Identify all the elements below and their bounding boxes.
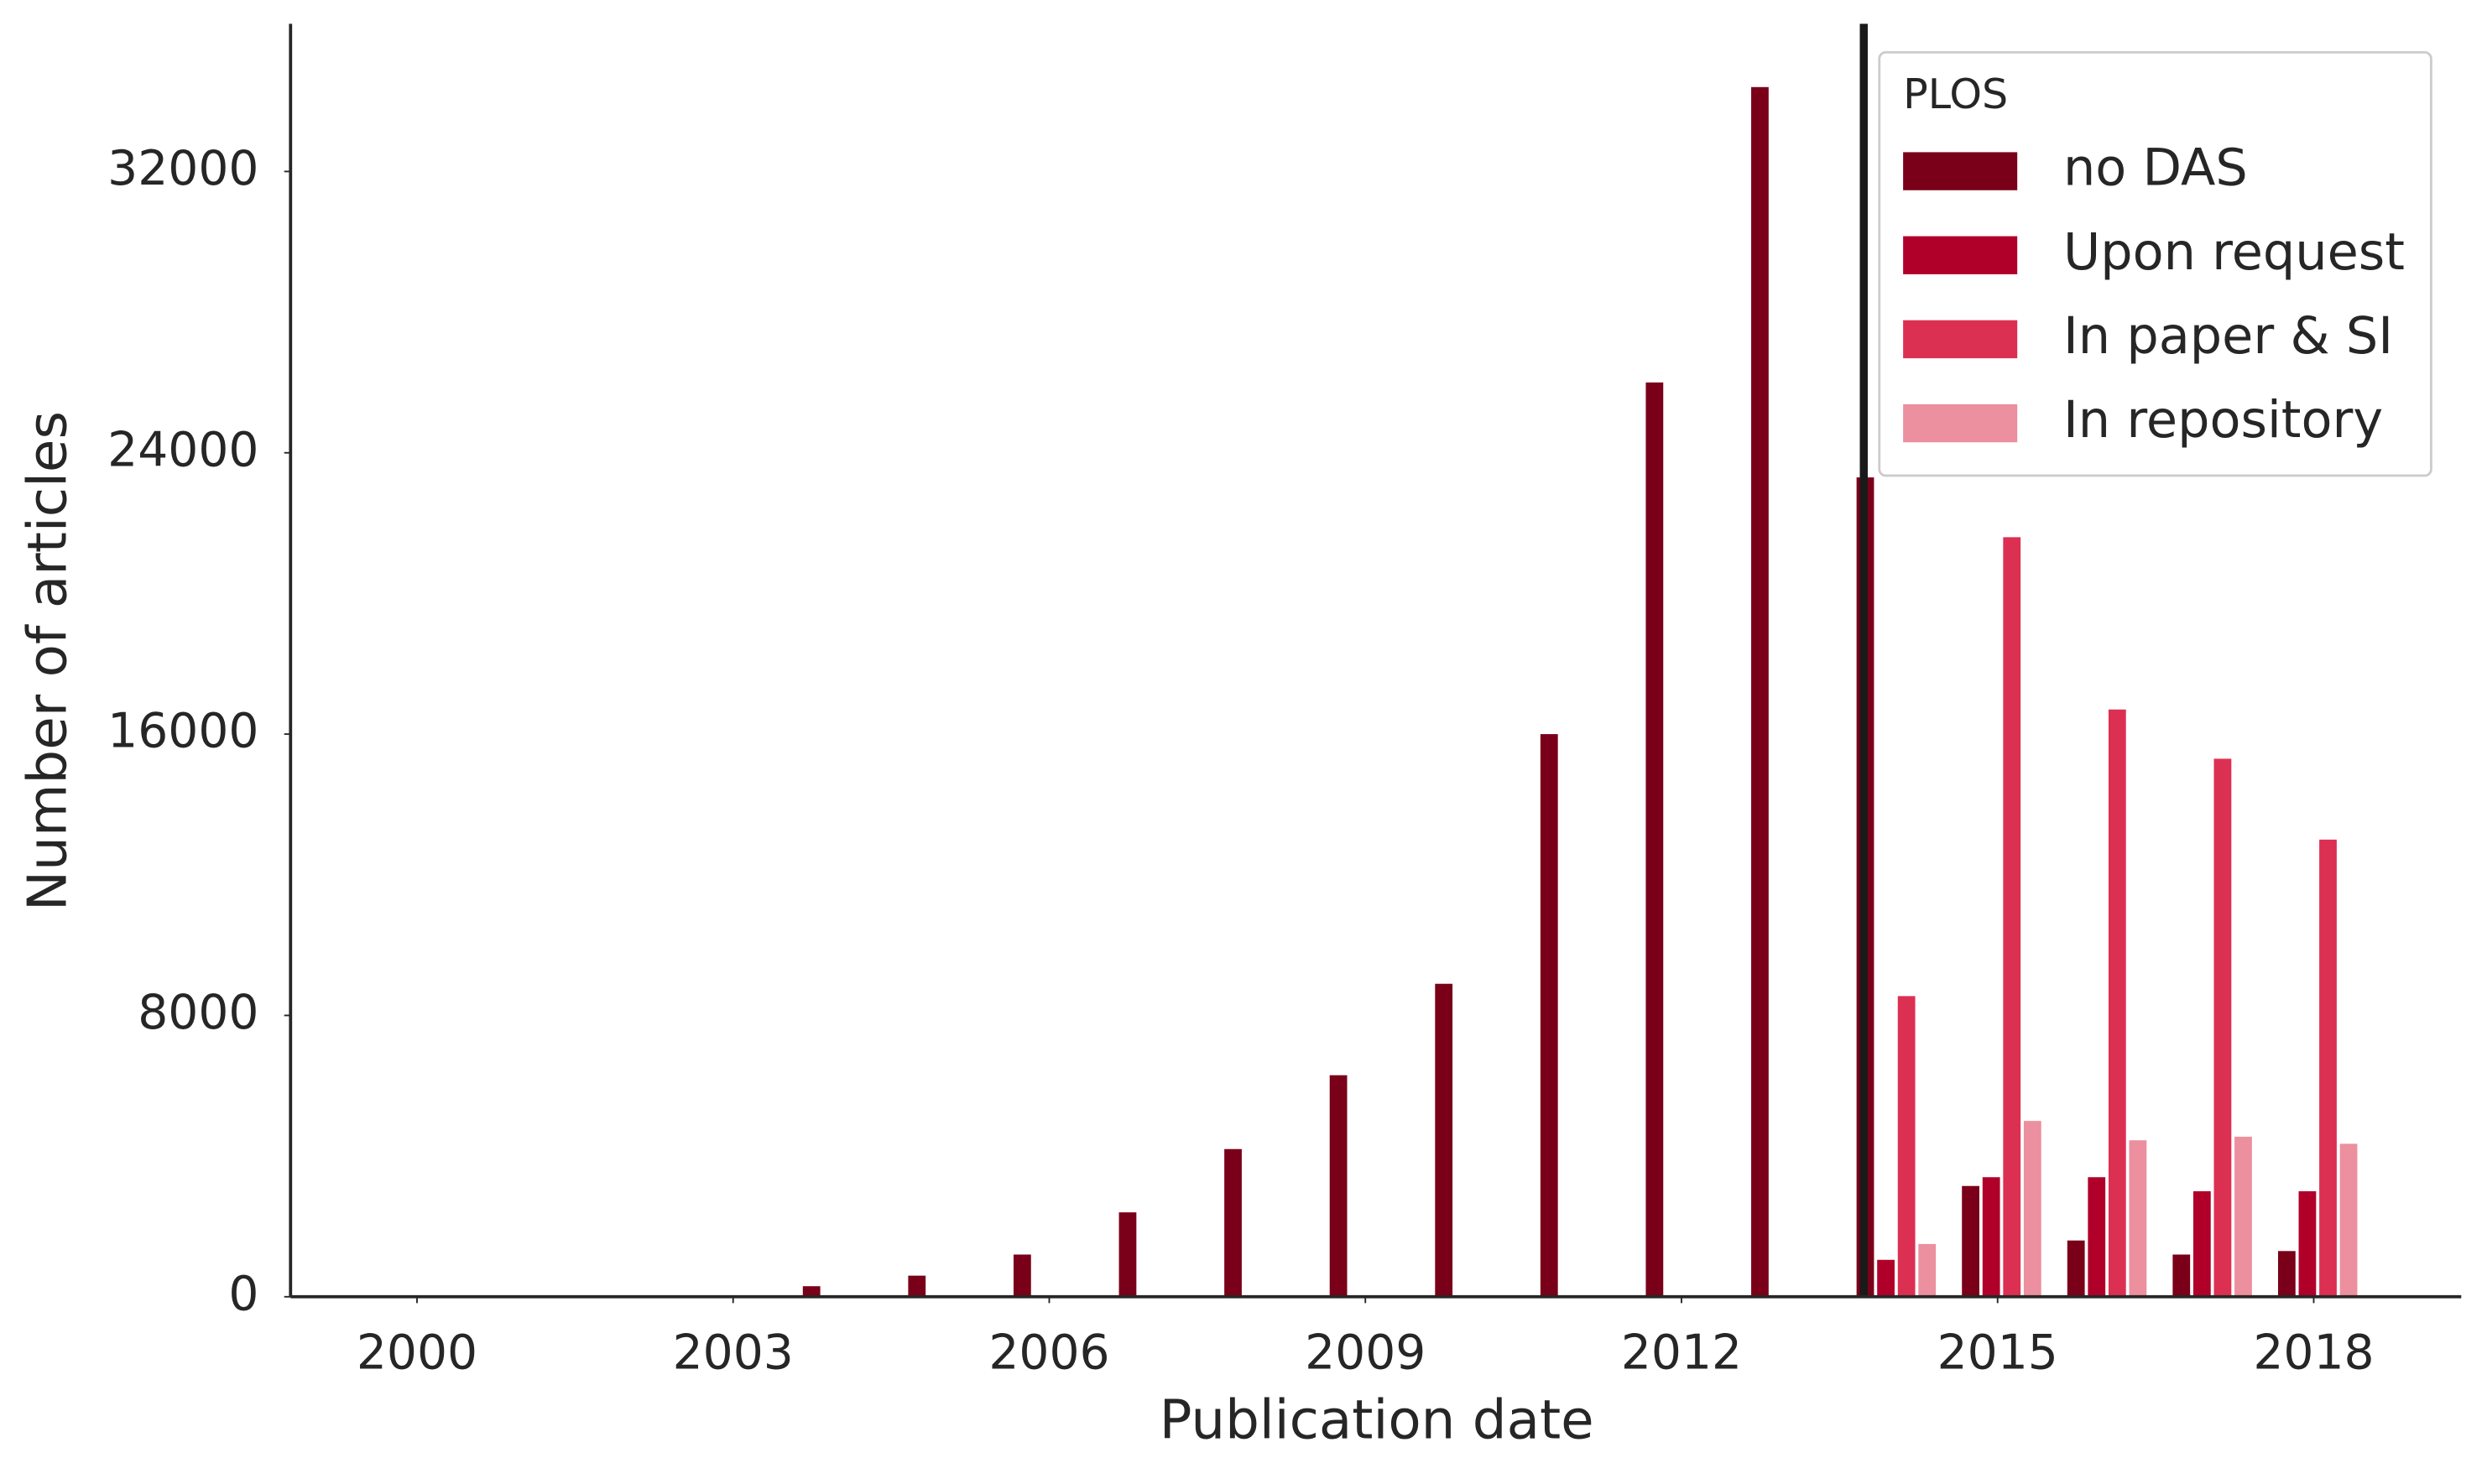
bar bbox=[1751, 86, 1769, 1297]
x-tick-label: 2000 bbox=[357, 1325, 477, 1380]
bar bbox=[2339, 1143, 2358, 1297]
y-tick-label: 16000 bbox=[107, 704, 258, 759]
bar bbox=[802, 1286, 821, 1297]
y-tick-label: 8000 bbox=[138, 985, 258, 1040]
x-tick-label: 2012 bbox=[1621, 1325, 1742, 1380]
bar bbox=[1435, 983, 1453, 1297]
bar bbox=[2172, 1254, 2191, 1297]
legend-label: no DAS bbox=[2063, 139, 2248, 198]
y-tick-label: 32000 bbox=[107, 141, 258, 196]
x-tick-label: 2003 bbox=[673, 1325, 794, 1380]
bar bbox=[2298, 1191, 2317, 1297]
legend-title: PLOS bbox=[1903, 70, 2008, 118]
x-tick-label: 2015 bbox=[1937, 1325, 2058, 1380]
bar bbox=[2088, 1177, 2106, 1297]
bar bbox=[1329, 1075, 1348, 1297]
bar bbox=[1918, 1243, 1937, 1297]
x-tick-label: 2006 bbox=[988, 1325, 1109, 1380]
bar bbox=[1897, 996, 1916, 1297]
legend-label: Upon request bbox=[2063, 223, 2405, 282]
bar bbox=[2067, 1240, 2085, 1297]
bar bbox=[2108, 709, 2126, 1297]
y-tick-label: 0 bbox=[228, 1266, 258, 1321]
bar bbox=[1013, 1254, 1031, 1297]
bar bbox=[1982, 1177, 2000, 1297]
bar bbox=[2003, 537, 2021, 1297]
legend-label: In paper & SI bbox=[2063, 307, 2393, 366]
bar bbox=[1224, 1148, 1242, 1297]
bar bbox=[1118, 1212, 1137, 1297]
bar bbox=[1962, 1185, 1980, 1297]
legend-swatch bbox=[1903, 236, 2018, 274]
x-axis-label: Publication date bbox=[1160, 1389, 1594, 1452]
bar bbox=[2213, 758, 2232, 1297]
bar bbox=[1877, 1259, 1895, 1297]
legend-label: In repository bbox=[2063, 391, 2383, 450]
legend-swatch bbox=[1903, 404, 2018, 443]
x-tick-label: 2018 bbox=[2253, 1325, 2374, 1380]
bar bbox=[908, 1275, 926, 1297]
bar bbox=[2277, 1251, 2296, 1297]
bar bbox=[2192, 1191, 2211, 1297]
legend-swatch bbox=[1903, 320, 2018, 359]
y-tick-label: 24000 bbox=[107, 422, 258, 477]
legend-swatch bbox=[1903, 152, 2018, 190]
bar bbox=[1540, 734, 1558, 1297]
bar bbox=[2234, 1137, 2252, 1297]
x-tick-label: 2009 bbox=[1305, 1325, 1426, 1380]
y-axis-label: Number of articles bbox=[17, 411, 80, 911]
bar bbox=[2319, 839, 2337, 1297]
bar bbox=[2129, 1140, 2147, 1297]
bar bbox=[2023, 1121, 2041, 1297]
bar bbox=[1645, 382, 1664, 1297]
